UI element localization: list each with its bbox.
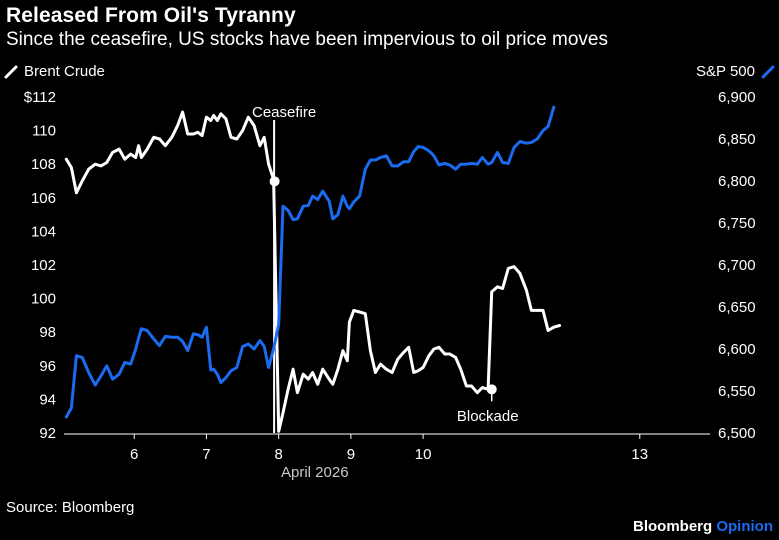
- brand-name: Bloomberg: [633, 518, 713, 535]
- right-axis-tick-label: 6,650: [718, 299, 756, 316]
- left-axis-tick-label: $112: [24, 89, 56, 106]
- left-axis-tick-label: 102: [31, 257, 56, 274]
- left-axis-tick-label: 94: [39, 391, 56, 408]
- left-axis-tick-label: 108: [31, 156, 56, 173]
- blockade-label: Blockade: [457, 408, 519, 425]
- right-axis-tick-label: 6,850: [718, 131, 756, 148]
- left-axis-tick-label: 110: [32, 123, 56, 140]
- sp500-legend-swatch-icon: [761, 65, 775, 78]
- brand-footer: Bloomberg Opinion: [633, 518, 773, 535]
- left-axis-tick-label: 104: [31, 223, 56, 240]
- x-axis-tick-label: 8: [274, 446, 282, 463]
- left-axis-tick-label: 98: [39, 324, 56, 341]
- legend-sp500: S&P 500: [696, 63, 775, 80]
- legend-brent-label: Brent Crude: [24, 63, 105, 80]
- right-axis-tick-label: 6,550: [718, 383, 756, 400]
- x-axis-tick-label: 10: [415, 446, 432, 463]
- sp500-line: [64, 105, 556, 419]
- x-axis-label: April 2026: [281, 464, 349, 481]
- left-axis-tick-label: 106: [31, 190, 56, 207]
- x-axis-tick-label: 6: [130, 446, 138, 463]
- left-axis-tick-label: 100: [31, 291, 56, 308]
- brent-crude-line: [64, 110, 562, 433]
- brent-legend-swatch-icon: [4, 65, 18, 78]
- right-axis-tick-label: 6,900: [718, 89, 756, 106]
- brand-accent: Opinion: [716, 518, 773, 535]
- right-axis-tick-label: 6,750: [718, 215, 756, 232]
- right-axis-tick-label: 6,800: [718, 173, 756, 190]
- right-axis-tick-label: 6,600: [718, 341, 756, 358]
- legend-sp500-label: S&P 500: [696, 63, 755, 80]
- chart-subtitle: Since the ceasefire, US stocks have been…: [6, 29, 608, 50]
- left-axis-tick-label: 92: [39, 425, 56, 442]
- legend-brent: Brent Crude: [4, 63, 105, 80]
- right-axis-tick-label: 6,500: [718, 425, 756, 442]
- chart-title: Released From Oil's Tyranny: [6, 4, 296, 27]
- x-axis-tick-label: 13: [631, 446, 648, 463]
- x-axis-tick-label: 9: [347, 446, 355, 463]
- ceasefire-label: Ceasefire: [252, 104, 316, 121]
- x-axis-tick-label: 7: [202, 446, 210, 463]
- right-axis-tick-label: 6,700: [718, 257, 756, 274]
- ceasefire-marker: [269, 176, 280, 187]
- source-note: Source: Bloomberg: [6, 499, 135, 516]
- left-axis-tick-label: 96: [39, 358, 56, 375]
